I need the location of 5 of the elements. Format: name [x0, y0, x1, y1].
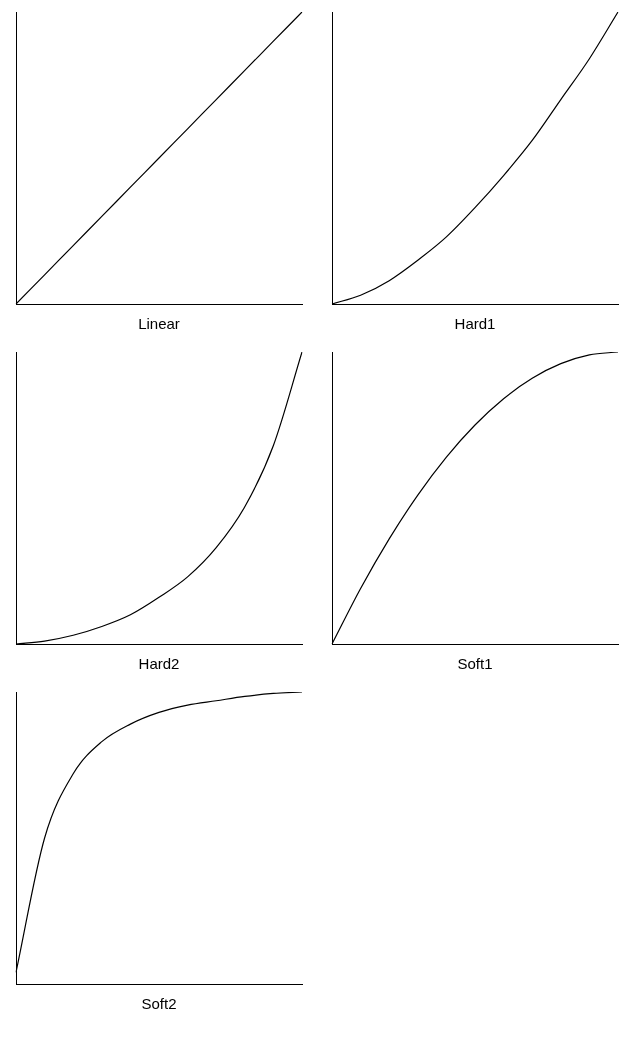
- x-axis-title: Hard1: [454, 315, 496, 333]
- x-axis-title: Soft1: [457, 655, 493, 673]
- x-axis-title: Soft2: [141, 995, 177, 1013]
- x-axis-title: Hard2: [138, 655, 180, 673]
- x-axis-title: Linear: [138, 315, 180, 333]
